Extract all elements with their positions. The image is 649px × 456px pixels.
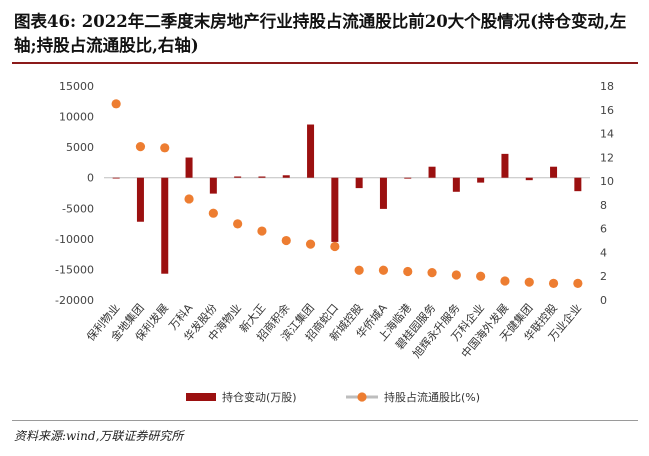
data-point bbox=[500, 276, 510, 286]
bar bbox=[331, 177, 339, 242]
legend-bar-swatch bbox=[186, 393, 216, 401]
right-tick-label: 6 bbox=[600, 223, 607, 236]
bar bbox=[452, 177, 460, 192]
left-tick-label: -10000 bbox=[55, 233, 94, 246]
data-point bbox=[257, 226, 267, 236]
bar bbox=[428, 166, 436, 178]
data-point bbox=[184, 194, 194, 204]
right-tick-label: 2 bbox=[600, 270, 607, 283]
figure-title: 图表46: 2022年二季度末房地产行业持股占流通股比前20大个股情况(持仓变动… bbox=[14, 12, 627, 55]
bar bbox=[112, 177, 120, 179]
right-tick-label: 16 bbox=[600, 104, 614, 117]
bar bbox=[234, 176, 242, 178]
legend-dot-swatch bbox=[357, 392, 367, 402]
right-tick-label: 4 bbox=[600, 246, 607, 259]
left-tick-label: 15000 bbox=[59, 80, 94, 93]
dot-series bbox=[111, 99, 583, 288]
title-divider bbox=[12, 62, 638, 64]
left-tick-label: -20000 bbox=[55, 294, 94, 307]
bar bbox=[525, 177, 533, 181]
source-note: 资料来源:wind,万联证券研究所 bbox=[14, 429, 184, 443]
left-axis: 15000 10000 5000 0 -5000 -10000 -15000 -20000 bbox=[55, 80, 94, 307]
legend-bar-label: 持仓变动(万股) bbox=[222, 390, 297, 404]
data-point bbox=[427, 268, 437, 278]
bar bbox=[574, 177, 582, 192]
bar bbox=[501, 153, 509, 178]
bar bbox=[379, 177, 387, 209]
right-tick-label: 8 bbox=[600, 199, 607, 212]
bar bbox=[209, 177, 217, 194]
bar bbox=[258, 176, 266, 178]
left-tick-label: 10000 bbox=[59, 111, 94, 124]
bar bbox=[355, 177, 363, 189]
right-axis: 18 16 14 12 10 8 6 4 2 0 bbox=[600, 80, 614, 307]
data-point bbox=[378, 265, 389, 275]
x-axis-labels: 保利物业金地集团保利发展万科A华发股份中海物业新大正招商积余滨江集团招商蛇口新城… bbox=[83, 301, 584, 361]
data-point bbox=[451, 270, 461, 280]
data-point bbox=[548, 278, 559, 288]
left-tick-label: 0 bbox=[87, 172, 94, 185]
bar bbox=[282, 175, 290, 178]
data-point bbox=[573, 278, 583, 288]
data-point bbox=[208, 208, 218, 218]
bar-series bbox=[112, 124, 582, 274]
right-tick-label: 18 bbox=[600, 80, 614, 93]
bar bbox=[185, 157, 193, 178]
footer-divider bbox=[12, 420, 638, 421]
data-point bbox=[524, 277, 534, 287]
data-point bbox=[403, 266, 413, 277]
bar bbox=[161, 177, 169, 274]
data-point bbox=[476, 271, 486, 281]
data-point bbox=[305, 239, 316, 249]
data-point bbox=[111, 99, 121, 109]
right-tick-label: 12 bbox=[600, 151, 614, 164]
data-point bbox=[354, 265, 364, 275]
right-tick-label: 10 bbox=[600, 175, 614, 188]
legend: 持仓变动(万股) 持股占流通股比(%) bbox=[186, 390, 480, 404]
right-tick-label: 14 bbox=[600, 128, 614, 141]
bar bbox=[477, 177, 485, 183]
data-point bbox=[135, 142, 146, 152]
bar bbox=[307, 124, 315, 178]
left-tick-label: -15000 bbox=[55, 263, 94, 276]
data-point bbox=[160, 143, 170, 153]
bar bbox=[550, 166, 558, 178]
data-point bbox=[233, 219, 243, 229]
legend-dot-label: 持股占流通股比(%) bbox=[384, 390, 480, 404]
right-tick-label: 0 bbox=[600, 294, 607, 307]
bar bbox=[136, 177, 144, 222]
bar bbox=[404, 177, 412, 179]
left-tick-label: -5000 bbox=[62, 202, 94, 215]
left-tick-label: 5000 bbox=[66, 141, 94, 154]
data-point bbox=[330, 241, 340, 252]
data-point bbox=[281, 235, 291, 246]
